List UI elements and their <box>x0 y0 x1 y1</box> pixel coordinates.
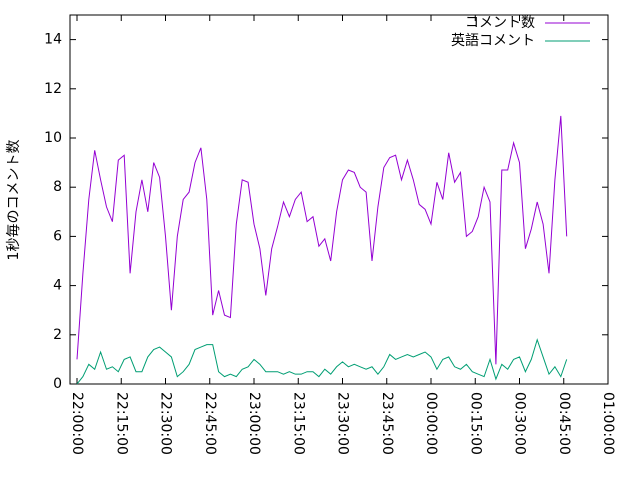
y-tick-label: 6 <box>53 228 62 244</box>
y-axis-label: 1秒毎のコメント数 <box>6 140 22 261</box>
x-tick-label: 23:00:00 <box>246 392 262 455</box>
plot-frame <box>69 14 609 385</box>
x-tick-label: 00:45:00 <box>556 392 572 455</box>
x-tick-label: 00:15:00 <box>467 392 483 455</box>
x-tick-label: 23:45:00 <box>379 392 395 455</box>
x-tick-label: 22:45:00 <box>202 392 218 455</box>
x-tick-label: 23:15:00 <box>290 392 306 455</box>
x-tick-label: 22:30:00 <box>158 392 174 455</box>
y-tick-label: 2 <box>53 327 62 343</box>
legend-label: 英語コメント <box>451 32 535 49</box>
y-tick-label: 10 <box>44 130 62 146</box>
series-line <box>76 338 568 385</box>
x-tick-label: 22:15:00 <box>113 392 129 455</box>
y-tick-label: 4 <box>53 278 62 294</box>
series-line <box>76 115 568 365</box>
x-tick-label: 23:30:00 <box>335 392 351 455</box>
y-tick-label: 14 <box>44 32 62 48</box>
x-tick-label: 01:00:00 <box>600 392 616 455</box>
x-tick-label: 00:30:00 <box>512 392 528 455</box>
y-tick-label: 12 <box>44 81 62 97</box>
x-tick-label: 00:00:00 <box>423 392 439 455</box>
legend-label: コメント数 <box>465 15 535 31</box>
y-tick-label: 8 <box>53 179 62 195</box>
x-tick-label: 22:00:00 <box>69 392 85 455</box>
y-tick-label: 0 <box>53 376 62 392</box>
